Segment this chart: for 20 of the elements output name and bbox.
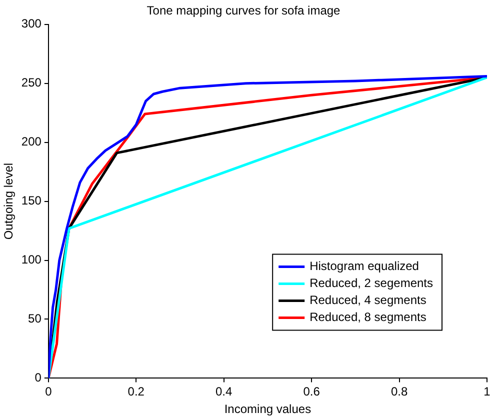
x-tick-label: 0 [45,384,52,399]
y-axis-title: Outgoing level [2,162,16,240]
x-tick-label: 0.4 [216,384,233,399]
legend-label: Histogram equalized [310,259,419,274]
x-tick-label: 0.2 [128,384,145,399]
chart-title: Tone mapping curves for sofa image [146,4,341,18]
y-tick-label: 150 [21,194,42,208]
y-tick-label: 200 [21,134,42,149]
y-tick-label: 300 [21,16,42,31]
x-axis-title: Incoming values [224,402,312,416]
x-tick-label: 0.8 [390,384,408,399]
y-tick-label: 0 [34,370,42,385]
legend-label: Reduced, 4 segments [310,293,426,308]
legend-label: Reduced, 8 segments [310,310,426,324]
legend-label: Reduced, 2 segements [310,276,434,290]
y-tick-label: 100 [21,252,42,267]
x-tick-label: 0.6 [303,384,320,399]
y-tick-label: 250 [21,76,42,90]
x-tick-label: 1 [484,384,491,399]
y-tick-label: 50 [28,312,42,326]
